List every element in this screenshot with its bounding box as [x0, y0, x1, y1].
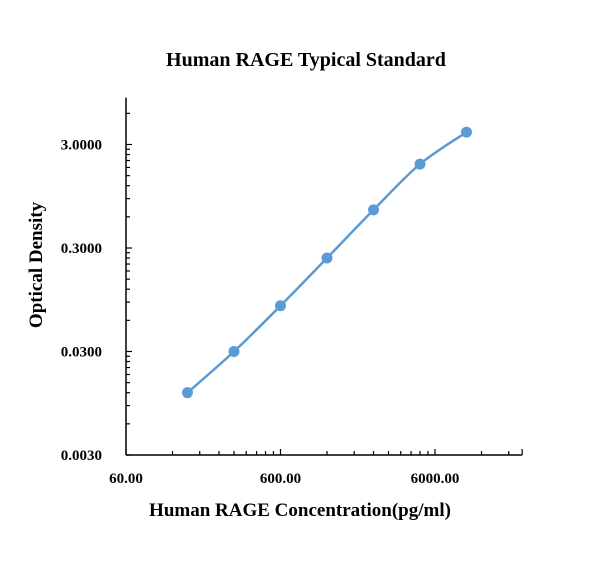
data-point: [368, 204, 380, 216]
y-axis-label: Optical Density: [26, 201, 47, 328]
y-tick-label: 3.0000: [61, 138, 102, 154]
x-axis-label: Human RAGE Concentration(pg/ml): [149, 500, 451, 521]
data-point: [414, 158, 426, 170]
x-tick-label: 6000.00: [411, 471, 460, 487]
chart-title: Human RAGE Typical Standard: [166, 49, 446, 71]
data-point: [461, 126, 473, 138]
y-tick-label: 0.3000: [61, 241, 102, 257]
data-point: [275, 300, 286, 312]
data-point: [181, 387, 193, 399]
x-tick-label: 60.00: [109, 471, 143, 487]
y-tick-label: 0.0030: [61, 448, 102, 464]
y-tick-label: 0.0300: [61, 345, 102, 361]
data-point: [321, 252, 333, 264]
data-point: [228, 346, 240, 357]
x-tick-label: 600.00: [260, 471, 301, 487]
